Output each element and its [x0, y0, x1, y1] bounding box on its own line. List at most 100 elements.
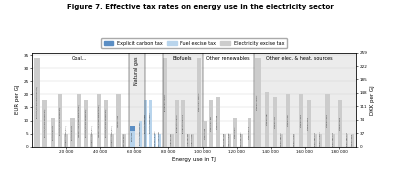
- Bar: [70, 118, 75, 147]
- Bar: [104, 100, 108, 147]
- Bar: [293, 134, 296, 147]
- Bar: [325, 94, 330, 147]
- Bar: [319, 134, 322, 147]
- Bar: [306, 100, 311, 147]
- Bar: [77, 94, 82, 147]
- Text: Other ren own use 2: Other ren own use 2: [241, 132, 242, 148]
- Text: Other elec own use 2: Other elec own use 2: [315, 132, 316, 149]
- Text: Electricity imports: Electricity imports: [52, 125, 54, 140]
- Bar: [273, 97, 277, 147]
- Text: Other ren elec non-bus: Other ren elec non-bus: [198, 93, 200, 111]
- Bar: [198, 58, 201, 147]
- Text: Thermal losses: Thermal losses: [118, 114, 119, 127]
- Text: Electricity (standard non-business rate): Electricity (standard non-business rate): [36, 86, 38, 118]
- Bar: [130, 131, 135, 147]
- Text: Thermal losses biofuels: Thermal losses biofuels: [159, 131, 160, 150]
- Text: Other elec thermal 2: Other elec thermal 2: [320, 132, 321, 148]
- Bar: [332, 134, 335, 147]
- Text: Biofuels own use: Biofuels own use: [188, 133, 189, 147]
- Bar: [338, 100, 342, 147]
- Bar: [181, 100, 185, 147]
- Text: Other elec bus: Other elec bus: [288, 115, 289, 126]
- Bar: [138, 121, 142, 147]
- Text: Other elec own use: Other elec own use: [281, 132, 282, 148]
- Text: Thermal losses (primary energy to elec.): Thermal losses (primary energy to elec.): [98, 104, 100, 137]
- Bar: [149, 100, 152, 147]
- Text: Other elec bus 4: Other elec bus 4: [327, 114, 328, 127]
- Text: Other elec bus 2: Other elec bus 2: [300, 114, 302, 127]
- Bar: [351, 134, 354, 147]
- Bar: [240, 134, 242, 147]
- Text: Biofuels elec non-bus: Biofuels elec non-bus: [164, 94, 166, 111]
- Text: Natural gas: Natural gas: [132, 132, 133, 141]
- Bar: [144, 100, 147, 147]
- Text: Biofuels elec bus: Biofuels elec bus: [171, 133, 172, 147]
- Text: Own use & distribution losses (elec.): Own use & distribution losses (elec.): [65, 125, 67, 155]
- Bar: [216, 97, 220, 147]
- Bar: [42, 100, 47, 147]
- Bar: [163, 53, 202, 147]
- Text: Other ren trading: Other ren trading: [217, 115, 218, 129]
- Text: Other elec bus 5: Other elec bus 5: [340, 117, 341, 130]
- Text: Electricity (standard business rate): Electricity (standard business rate): [44, 109, 46, 137]
- Text: Other elec. & heat. sources: Other elec. & heat. sources: [266, 56, 333, 61]
- Bar: [209, 100, 213, 147]
- Bar: [299, 94, 303, 147]
- Text: Other ren fuel: Other ren fuel: [205, 128, 206, 139]
- Bar: [233, 118, 237, 147]
- Text: Electricity (standard business rate): Electricity (standard business rate): [85, 109, 87, 137]
- Bar: [286, 94, 290, 147]
- Text: Other elec own use 3: Other elec own use 3: [333, 132, 334, 149]
- Text: Other elec non-bus: Other elec non-bus: [257, 95, 258, 110]
- Text: Other ren elec bus: Other ren elec bus: [210, 116, 212, 130]
- Bar: [254, 53, 356, 147]
- Text: Electricity standard bus: Electricity standard bus: [145, 114, 146, 133]
- Bar: [84, 100, 88, 147]
- Bar: [154, 134, 156, 147]
- Bar: [158, 134, 161, 147]
- Legend: Explicit carbon tax, Fuel excise tax, Electricity excise tax: Explicit carbon tax, Fuel excise tax, El…: [101, 39, 287, 48]
- Text: Other renewables: Other renewables: [206, 56, 250, 61]
- Bar: [170, 134, 174, 147]
- Text: Other ren thermal: Other ren thermal: [229, 133, 230, 147]
- Bar: [228, 134, 231, 147]
- Bar: [51, 118, 55, 147]
- Bar: [163, 58, 167, 147]
- Text: Other elec bus 6: Other elec bus 6: [352, 133, 353, 147]
- Text: Own use & distribution losses (elec.): Own use & distribution losses (elec.): [111, 125, 113, 155]
- Text: Biofuels thermal: Biofuels thermal: [192, 133, 193, 147]
- Bar: [204, 121, 207, 147]
- Text: Electricity standard bus 2: Electricity standard bus 2: [150, 113, 151, 133]
- Bar: [110, 134, 114, 147]
- Text: Electricity (standard business rate): Electricity (standard business rate): [59, 106, 60, 135]
- Text: Thermal losses (primary energy to elec.): Thermal losses (primary energy to elec.): [78, 104, 80, 137]
- Bar: [122, 134, 126, 147]
- Bar: [280, 134, 283, 147]
- Bar: [192, 134, 194, 147]
- Text: Other ren own use: Other ren own use: [224, 133, 225, 148]
- Y-axis label: DKK per GJ: DKK per GJ: [370, 85, 375, 114]
- Text: Biofuels standard bus 2: Biofuels standard bus 2: [182, 114, 184, 133]
- Text: Other ren elec 2: Other ren elec 2: [249, 126, 250, 139]
- Bar: [175, 100, 179, 147]
- Bar: [34, 58, 40, 147]
- Y-axis label: EUR per GJ: EUR per GJ: [16, 85, 20, 114]
- Text: Biofuels: Biofuels: [172, 56, 192, 61]
- Bar: [129, 53, 144, 147]
- Text: Other elec own use 4: Other elec own use 4: [346, 132, 348, 149]
- Bar: [346, 134, 348, 147]
- Bar: [58, 94, 62, 147]
- Bar: [223, 134, 226, 147]
- Bar: [187, 134, 190, 147]
- Bar: [116, 94, 121, 147]
- Bar: [90, 134, 93, 147]
- Text: Biofuels standard bus: Biofuels standard bus: [176, 114, 178, 132]
- Bar: [254, 58, 260, 147]
- Text: Other ren elec: Other ren elec: [234, 127, 236, 138]
- Text: Electricity imports: Electricity imports: [72, 125, 73, 140]
- Text: Other elec bus 3: Other elec bus 3: [308, 117, 309, 130]
- Text: Other elec thermal: Other elec thermal: [294, 133, 295, 148]
- Bar: [97, 94, 101, 147]
- Text: Other elec NBI: Other elec NBI: [266, 114, 268, 125]
- Text: Natural gas: Natural gas: [134, 56, 138, 85]
